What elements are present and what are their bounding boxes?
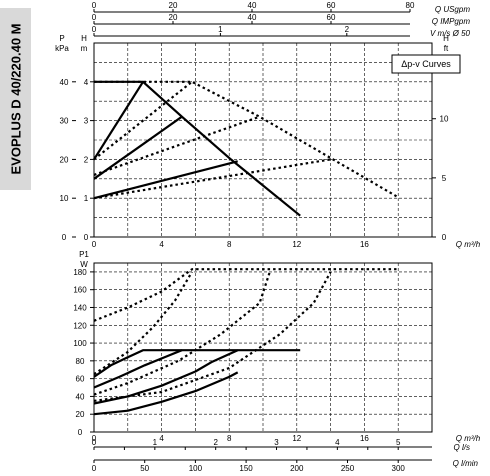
lps-tick-label: 1 [153,438,158,447]
usgpm-tick-label: 0 [92,1,97,10]
head-x-tick-label: 4 [159,240,164,249]
power-x-tick-label: 16 [360,434,369,443]
lpm-tick-label: 50 [140,464,149,473]
power-tick-label: 40 [76,392,85,401]
power-x-tick-label: 4 [159,434,164,443]
power-tick-label: 60 [76,375,85,384]
power-tick-label: 140 [73,303,87,312]
power-tick-label: 0 [78,428,83,437]
power-curve-solid-3 [93,371,239,416]
head-axis-unit: m [81,44,88,53]
impgpm-tick-label: 60 [327,13,336,22]
lpm-tick-label: 100 [189,464,203,473]
lpm-tick-label: 200 [290,464,304,473]
head-curve-solid-0 [94,80,301,217]
legend-box [391,54,461,74]
usgpm-tick-label: 20 [169,1,178,10]
pressure-axis-label: P [59,34,64,43]
power-x-tick-label: 12 [292,434,301,443]
head-tick-label: 4 [84,78,89,87]
head-curve-dotted-6 [93,115,260,176]
power-x-axis-label: Q m³/h [456,434,481,443]
head-tick-label: 2 [84,155,89,164]
feet-tick-label: 10 [440,115,449,124]
head-curve-solid-3 [93,160,238,200]
power-x-tick-label: 0 [92,434,97,443]
feet-axis-label: H [443,34,449,43]
head-x-axis-label: Q m³/h [456,240,481,249]
power-curve-dotted-5 [93,271,193,376]
usgpm-axis-unit: Q USgpm [435,5,470,14]
head-curve-dotted-4 [94,80,398,198]
power-axis-unit: W [80,260,88,269]
head-x-tick-label: 8 [227,240,232,249]
lpm-tick-label: 0 [92,464,97,473]
pressure-tick-label: 20 [60,155,69,164]
feet-tick-label: 0 [442,233,447,242]
velocity-axis-unit: V m/s Ø 50 [430,29,471,38]
feet-axis-unit: ft [444,44,449,53]
velocity-tick-label: 2 [345,25,350,34]
head-axis-label: H [81,34,87,43]
impgpm-tick-label: 0 [92,13,97,22]
pressure-tick-label: 40 [60,78,69,87]
power-x-tick-label: 8 [227,434,232,443]
head-curve-solid-2 [93,115,183,180]
lpm-tick-label: 150 [239,464,253,473]
power-tick-label: 80 [76,357,85,366]
lpm-tick-label: 250 [341,464,355,473]
feet-tick-label: 5 [442,174,447,183]
power-curve-dotted-4 [93,268,397,322]
head-tick-label: 1 [84,194,89,203]
head-tick-label: 3 [84,117,89,126]
impgpm-tick-label: 40 [248,13,257,22]
power-tick-label: 160 [73,286,87,295]
velocity-tick-label: 0 [92,25,97,34]
velocity-tick-label: 1 [218,25,223,34]
power-curve-solid-2 [93,349,239,405]
head-tick-label: 0 [84,233,89,242]
power-tick-label: 100 [73,339,87,348]
usgpm-tick-label: 80 [406,1,415,10]
lps-axis-unit: Q l/s [454,443,470,452]
pressure-tick-label: 30 [60,117,69,126]
lps-tick-label: 2 [213,438,218,447]
lpm-tick-label: 300 [392,464,406,473]
head-x-tick-label: 12 [292,240,301,249]
pressure-tick-label: 10 [60,194,69,203]
usgpm-tick-label: 40 [248,1,257,10]
lps-tick-label: 5 [396,438,401,447]
head-curve-dotted-7 [93,158,331,200]
lps-tick-label: 0 [92,438,97,447]
power-curve-solid-1 [93,349,183,389]
power-tick-label: 120 [73,321,87,330]
impgpm-axis-unit: Q IMPgpm [432,17,471,26]
power-axis-label: P1 [79,250,89,259]
head-x-tick-label: 16 [360,240,369,249]
head-x-tick-label: 0 [92,240,97,249]
head-curve-dotted-5 [93,80,193,161]
pressure-tick-label: 0 [62,233,67,242]
impgpm-tick-label: 20 [169,13,178,22]
power-curve-solid-0 [93,349,301,378]
lps-tick-label: 3 [274,438,279,447]
power-tick-label: 180 [73,268,87,277]
power-curve-dotted-7 [93,271,332,402]
usgpm-tick-label: 60 [327,1,336,10]
lps-tick-label: 4 [335,438,340,447]
power-curve-dotted-6 [93,271,271,396]
pressure-axis-unit: kPa [55,44,69,53]
power-tick-label: 20 [76,410,85,419]
legend-label: Δp-v Curves [401,59,451,69]
head-curve-solid-1 [93,81,144,160]
lpm-axis-unit: Q l/min [453,459,479,468]
model-side-tab: EVOPLUS D 40/220.40 M [0,8,31,190]
